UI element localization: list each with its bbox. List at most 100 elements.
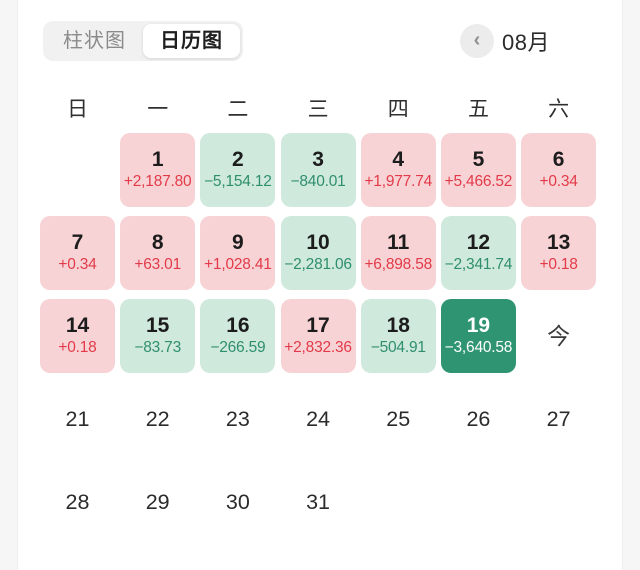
day-cell: 25 (361, 382, 436, 456)
day-number: 8 (151, 231, 164, 255)
day-pnl-value: +2,187.80 (123, 173, 192, 191)
today-marker-label: 今 (547, 322, 571, 349)
day-cell[interactable]: 19 −3,640.58 (440, 299, 516, 373)
view-toggle: 柱状图 日历图 (43, 21, 243, 61)
day-number: 9 (232, 231, 244, 255)
today-marker: 今 (521, 299, 596, 373)
day-number: 25 (386, 406, 411, 431)
day-pnl-value: −83.73 (134, 339, 181, 357)
day-number: 29 (145, 489, 170, 514)
day-cell: 21 (40, 382, 115, 456)
day-pnl-value: +2,832.36 (284, 339, 352, 357)
weekday-header: 六 (548, 98, 570, 121)
day-number: 6 (552, 148, 565, 172)
day-cell: 29 (120, 465, 195, 539)
day-number: 11 (387, 231, 410, 255)
chevron-left-icon: ‹ (473, 29, 481, 51)
day-cell[interactable]: 7 +0.34 (40, 216, 115, 290)
weekday-header: 五 (467, 98, 489, 121)
day-number: 5 (472, 148, 485, 172)
day-number: 23 (225, 406, 250, 431)
previous-month-button[interactable]: ‹ (460, 24, 495, 58)
day-cell[interactable]: 8 +63.01 (120, 216, 196, 290)
day-cell: 31 (281, 465, 356, 539)
day-cell: 26 (441, 382, 516, 456)
day-pnl-value: −266.59 (210, 339, 266, 357)
day-cell: 24 (281, 382, 356, 456)
day-number: 3 (312, 148, 324, 172)
day-cell[interactable]: 2 −5,154.12 (200, 133, 276, 207)
day-number: 21 (65, 406, 90, 431)
profit-loss-calendar: 日一二三四五六 1 +2,187.80 2 −5,154.12 3 −840.01 4 +1,… (40, 92, 597, 539)
day-cell[interactable]: 10 −2,281.06 (280, 216, 356, 290)
day-number: 26 (466, 406, 491, 431)
day-pnl-value: −2,341.74 (444, 256, 513, 274)
right-gutter (622, 0, 640, 570)
day-pnl-value: +0.18 (539, 256, 578, 274)
weekday-header-row: 日一二三四五六 (40, 92, 596, 124)
weekday-header: 一 (147, 98, 169, 121)
empty-cell (361, 465, 436, 539)
day-number: 1 (151, 148, 164, 172)
day-number: 22 (145, 406, 170, 431)
day-number: 28 (65, 489, 90, 514)
day-pnl-value: −504.91 (370, 339, 426, 357)
day-cell[interactable]: 16 −266.59 (200, 299, 276, 373)
day-pnl-value: +5,466.52 (444, 173, 513, 191)
day-number: 10 (306, 231, 330, 255)
day-cell[interactable]: 11 +6,898.58 (360, 216, 436, 290)
day-cell[interactable]: 18 −504.91 (360, 299, 436, 373)
day-cell[interactable]: 15 −83.73 (120, 299, 196, 373)
header: 柱状图 日历图 ‹ 08月 (18, 21, 622, 61)
day-cell[interactable]: 9 +1,028.41 (200, 216, 276, 290)
day-number: 31 (306, 489, 331, 514)
day-number: 27 (546, 406, 571, 431)
weekday-header: 日 (67, 98, 88, 121)
day-pnl-value: +0.34 (539, 173, 578, 191)
day-number: 4 (392, 148, 405, 172)
day-pnl-value: +6,898.58 (364, 256, 433, 274)
day-pnl-value: +1,977.74 (364, 173, 433, 191)
left-gutter (0, 0, 18, 570)
day-cell[interactable]: 5 +5,466.52 (440, 133, 516, 207)
day-number: 14 (65, 314, 90, 338)
day-pnl-value: −2,281.06 (284, 256, 352, 274)
tab-calendar-chart[interactable]: 日历图 (143, 24, 240, 58)
day-cell[interactable]: 1 +2,187.80 (120, 133, 196, 207)
day-number: 24 (306, 406, 331, 431)
month-nav: ‹ 08月 (460, 24, 550, 58)
day-cell[interactable]: 4 +1,977.74 (360, 133, 436, 207)
weekday-header: 二 (227, 98, 249, 121)
empty-cell (40, 133, 115, 207)
day-cell[interactable]: 6 +0.34 (521, 133, 597, 207)
empty-cell (441, 465, 516, 539)
day-number: 7 (71, 231, 84, 255)
tab-bar-chart[interactable]: 柱状图 (46, 24, 143, 58)
day-cell[interactable]: 13 +0.18 (521, 216, 597, 290)
day-cell: 22 (120, 382, 195, 456)
day-cell: 23 (200, 382, 275, 456)
day-number: 19 (466, 314, 491, 338)
day-cell: 30 (200, 465, 275, 539)
weekday-header: 四 (387, 98, 409, 121)
day-cell: 27 (521, 382, 596, 456)
day-number: 16 (226, 314, 250, 338)
day-cell[interactable]: 14 +0.18 (40, 299, 115, 373)
day-cell[interactable]: 3 −840.01 (280, 133, 356, 207)
day-number: 12 (466, 231, 491, 255)
day-cell[interactable]: 12 −2,341.74 (440, 216, 516, 290)
day-number: 17 (306, 314, 330, 338)
empty-cell (521, 465, 596, 539)
day-pnl-value: −840.01 (290, 173, 346, 191)
day-pnl-value: +0.18 (58, 339, 97, 357)
day-cell: 28 (40, 465, 115, 539)
day-number: 2 (232, 148, 244, 172)
day-cell[interactable]: 17 +2,832.36 (280, 299, 356, 373)
day-number: 13 (546, 231, 571, 255)
day-number: 18 (386, 314, 410, 338)
weekday-header: 三 (307, 98, 329, 121)
day-pnl-value: −5,154.12 (204, 173, 272, 191)
day-pnl-value: +0.34 (58, 256, 97, 274)
day-pnl-value: +1,028.41 (204, 256, 272, 274)
day-pnl-value: +63.01 (134, 256, 181, 274)
